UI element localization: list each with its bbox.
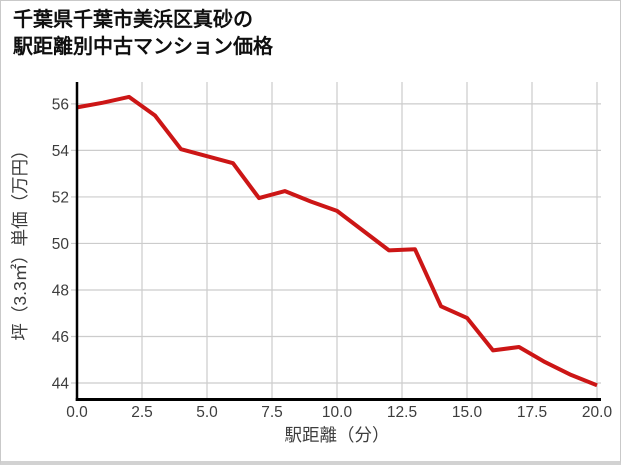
y-tick-label: 56 [52,96,69,113]
x-tick-label: 7.5 [261,404,283,421]
y-tick-label: 52 [52,189,69,206]
x-tick-label: 10.0 [322,404,353,421]
x-tick-label: 5.0 [196,404,218,421]
tick-labels: 0.0 2.5 5.0 7.5 10.0 12.5 15.0 17.5 20.0 44 46 48 50… [52,96,613,421]
x-tick-label: 12.5 [387,404,417,421]
y-tick-label: 50 [52,236,70,253]
y-tick-label: 54 [52,143,70,160]
y-axis-label: 坪（3.3㎡）単価（万円） [10,141,30,340]
gridlines [71,82,601,399]
price-line [76,94,598,388]
chart-title: 千葉県千葉市美浜区真砂の 駅距離別中古マンション価格 [13,7,273,61]
x-tick-label: 2.5 [131,404,153,421]
y-tick-label: 44 [52,376,70,393]
chart-title-line1: 千葉県千葉市美浜区真砂の [13,9,253,31]
x-tick-label: 17.5 [517,404,547,421]
x-tick-label: 0.0 [66,404,88,421]
chart-title-line2: 駅距離別中古マンション価格 [13,36,273,58]
axes [75,82,601,401]
x-tick-label: 20.0 [582,404,613,421]
x-axis-label: 駅距離（分） [285,425,390,445]
x-tick-label: 15.0 [452,404,483,421]
y-tick-label: 46 [52,329,69,346]
price-line-series [76,94,598,388]
y-tick-label: 48 [52,282,69,299]
